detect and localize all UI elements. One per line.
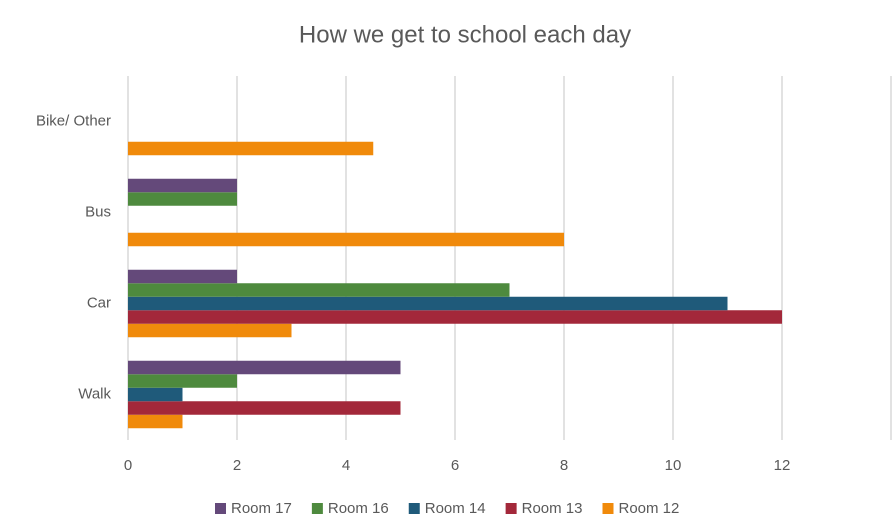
bar	[128, 310, 782, 324]
bar	[128, 324, 292, 338]
legend-label: Room 12	[619, 500, 680, 517]
bar	[128, 179, 237, 193]
y-tick-label: Walk	[78, 385, 111, 402]
x-tick-label: 10	[665, 457, 682, 474]
x-tick-label: 8	[560, 457, 568, 474]
bar	[128, 233, 564, 247]
y-tick-label: Bike/ Other	[36, 112, 111, 129]
chart-title: How we get to school each day	[299, 21, 631, 48]
bar	[128, 142, 373, 156]
legend-swatch	[312, 503, 323, 514]
legend-label: Room 13	[522, 500, 583, 517]
page: How we get to school each day 0 2 4 6 8 10 12 W…	[0, 0, 896, 517]
background	[0, 0, 896, 517]
legend-swatch	[603, 503, 614, 514]
x-tick-label: 0	[124, 457, 132, 474]
bar	[128, 388, 183, 402]
bar	[128, 415, 183, 429]
chart: How we get to school each day 0 2 4 6 8 10 12 W…	[0, 0, 896, 517]
bar	[128, 297, 728, 311]
x-tick-label: 4	[342, 457, 350, 474]
bar	[128, 270, 237, 284]
bar	[128, 192, 237, 206]
x-tick-label: 12	[774, 457, 791, 474]
legend-swatch	[215, 503, 226, 514]
bar	[128, 401, 401, 415]
legend-label: Room 16	[328, 500, 389, 517]
y-tick-label: Bus	[85, 203, 111, 220]
y-tick-label: Car	[87, 294, 111, 311]
bar	[128, 374, 237, 388]
legend-label: Room 17	[231, 500, 292, 517]
bar	[128, 361, 401, 375]
legend-swatch	[409, 503, 420, 514]
legend-label: Room 14	[425, 500, 486, 517]
x-tick-label: 2	[233, 457, 241, 474]
x-tick-label: 6	[451, 457, 459, 474]
legend-swatch	[506, 503, 517, 514]
bar	[128, 283, 510, 297]
